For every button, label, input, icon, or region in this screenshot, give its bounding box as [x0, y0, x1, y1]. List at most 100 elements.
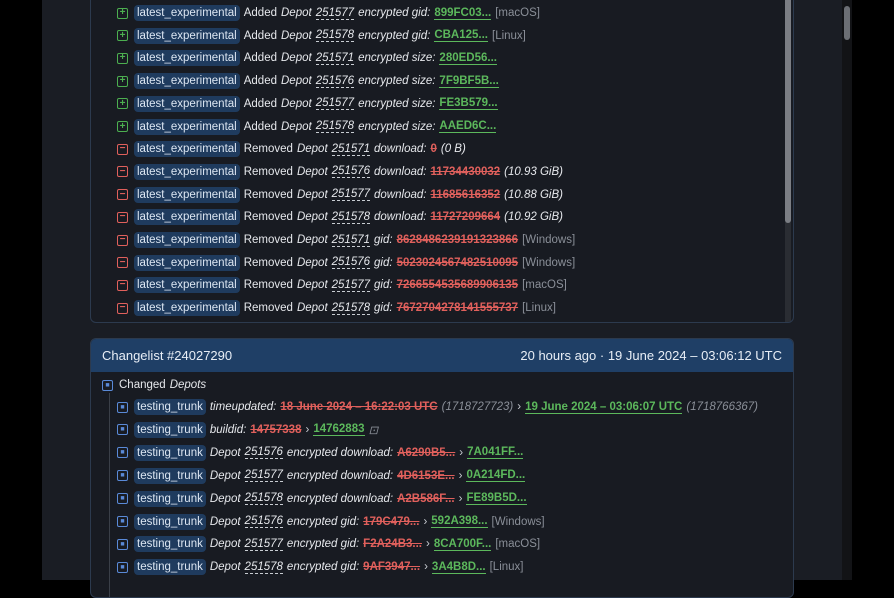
branch-tag[interactable]: testing_trunk	[134, 399, 206, 415]
depot-id-link[interactable]: 251577	[244, 537, 283, 551]
page-scrollbar-thumb[interactable]	[844, 6, 850, 40]
field-name: encrypted gid:	[286, 515, 360, 528]
depot-id-link[interactable]: 251577	[315, 6, 355, 20]
changed-row: ■ testing_trunk Depot 251577 encrypted gid: F…	[117, 534, 540, 554]
depot-label: Depot	[209, 446, 241, 459]
build-link-icon[interactable]: ⊡	[368, 424, 379, 437]
new-value[interactable]: 14762883	[313, 423, 365, 437]
changed-icon: ■	[117, 561, 128, 573]
changelist-card-previous: + latest_experimental Added Depot 251577 encr…	[90, 0, 794, 323]
depot-id-link[interactable]: 251576	[331, 165, 371, 179]
action-verb: Removed	[243, 143, 293, 156]
field-name: download:	[374, 211, 427, 224]
depot-id-link[interactable]: 251576	[331, 256, 371, 270]
depot-id-link[interactable]: 251577	[244, 469, 283, 483]
depot-id-link[interactable]: 251578	[244, 560, 283, 574]
branch-tag[interactable]: latest_experimental	[134, 186, 240, 203]
new-value[interactable]: 899FC03...	[434, 6, 492, 20]
new-value[interactable]: 19 June 2024 – 03:06:07 UTC	[525, 400, 683, 414]
branch-tag[interactable]: testing_trunk	[134, 444, 206, 461]
action-verb: Removed	[243, 188, 293, 201]
branch-tag[interactable]: testing_trunk	[134, 536, 206, 553]
new-value[interactable]: 8CA700F...	[433, 537, 492, 551]
field-name: download:	[374, 165, 427, 178]
branch-tag[interactable]: latest_experimental	[134, 254, 240, 271]
new-value[interactable]: 592A398...	[431, 515, 488, 528]
size-value: (10.92 GiB)	[504, 211, 563, 224]
new-value[interactable]: 7F9BF5B...	[439, 74, 499, 88]
branch-tag[interactable]: latest_experimental	[134, 277, 240, 294]
new-value[interactable]: CBA125...	[434, 29, 488, 43]
depot-label: Depot	[281, 7, 312, 19]
new-value[interactable]: 3A4B8D...	[431, 560, 486, 574]
action-verb: Removed	[243, 211, 293, 224]
branch-tag[interactable]: latest_experimental	[134, 209, 240, 226]
branch-tag[interactable]: latest_experimental	[134, 300, 240, 317]
branch-tag[interactable]: latest_experimental	[134, 50, 240, 67]
field-name: download:	[374, 143, 427, 156]
branch-tag[interactable]: testing_trunk	[134, 490, 206, 507]
platform-note: [Linux]	[492, 29, 526, 42]
platform-note: [macOS]	[495, 538, 541, 551]
branch-tag[interactable]: latest_experimental	[134, 118, 240, 135]
depot-id-link[interactable]: 251571	[331, 142, 371, 156]
old-value: 5023024567482510095	[396, 256, 519, 269]
field-name: encrypted download:	[286, 469, 394, 482]
changed-row: ■ testing_trunk Depot 251576 encrypted gid: 1…	[117, 512, 545, 532]
history-row-added: + latest_experimental Added Depot 251577 encr…	[117, 94, 498, 114]
history-row-removed: − latest_experimental Removed Depot 251578 do…	[117, 207, 563, 227]
branch-tag[interactable]: latest_experimental	[134, 5, 240, 21]
branch-tag[interactable]: latest_experimental	[134, 163, 240, 180]
field-name: gid:	[374, 279, 393, 292]
changed-depots-heading: ■ Changed Depots	[102, 375, 206, 395]
plus-square-icon: +	[117, 121, 128, 132]
branch-tag[interactable]: latest_experimental	[134, 27, 240, 44]
page-scrollbar[interactable]	[842, 0, 852, 580]
depot-id-link[interactable]: 251576	[315, 74, 355, 88]
new-value[interactable]: 0A214FD...	[466, 469, 526, 483]
new-value[interactable]: FE89B5D...	[466, 492, 527, 506]
minus-square-icon: −	[117, 143, 128, 155]
branch-tag[interactable]: testing_trunk	[134, 467, 206, 484]
card-scrollbar[interactable]	[785, 0, 791, 322]
branch-tag[interactable]: testing_trunk	[134, 513, 206, 530]
old-value: 11727209664	[430, 211, 501, 224]
action-verb: Removed	[243, 256, 293, 269]
new-value[interactable]: 7A041FF...	[467, 446, 524, 460]
branch-tag[interactable]: latest_experimental	[134, 232, 240, 248]
branch-tag[interactable]: latest_experimental	[134, 73, 240, 90]
new-value[interactable]: 280ED56...	[439, 51, 497, 65]
depot-id-link[interactable]: 251576	[244, 515, 283, 528]
depot-id-link[interactable]: 251576	[244, 446, 283, 460]
changed-row: ■ testing_trunk Depot 251578 encrypted gid: 9…	[117, 557, 524, 577]
card-scrollbar-thumb[interactable]	[785, 0, 791, 223]
branch-tag[interactable]: latest_experimental	[134, 95, 240, 112]
depot-id-link[interactable]: 251577	[331, 278, 371, 292]
changelist-title[interactable]: Changelist #24027290	[102, 348, 233, 363]
minus-square-icon: −	[117, 166, 128, 178]
old-value: F2A24B3...	[363, 538, 422, 551]
new-value[interactable]: FE3B579...	[439, 97, 498, 111]
new-value[interactable]: AAED6C...	[439, 120, 497, 133]
platform-note: [Windows]	[491, 515, 545, 528]
old-value: 7266554535689906135	[396, 279, 519, 292]
depot-id-link[interactable]: 251578	[331, 210, 371, 224]
depot-id-link[interactable]: 251578	[331, 301, 371, 315]
depot-id-link[interactable]: 251578	[315, 120, 355, 133]
branch-tag[interactable]: latest_experimental	[134, 141, 240, 158]
depot-id-link[interactable]: 251571	[331, 233, 371, 247]
depot-id-link[interactable]: 251578	[315, 29, 355, 43]
depot-id-link[interactable]: 251577	[331, 188, 371, 202]
platform-note: [Windows]	[522, 234, 576, 246]
depot-id-link[interactable]: 251577	[315, 97, 355, 111]
changed-icon: ■	[102, 379, 113, 391]
field-name: gid:	[374, 234, 393, 246]
depot-label: Depot	[209, 515, 241, 528]
branch-tag[interactable]: testing_trunk	[134, 421, 206, 438]
changelist-header: Changelist #24027290 20 hours ago · 19 J…	[91, 339, 793, 372]
branch-tag[interactable]: testing_trunk	[134, 559, 206, 576]
old-value: 0	[430, 143, 437, 156]
depot-id-link[interactable]: 251571	[315, 51, 355, 65]
depot-id-link[interactable]: 251578	[244, 492, 283, 506]
action-verb: Added	[243, 7, 277, 19]
